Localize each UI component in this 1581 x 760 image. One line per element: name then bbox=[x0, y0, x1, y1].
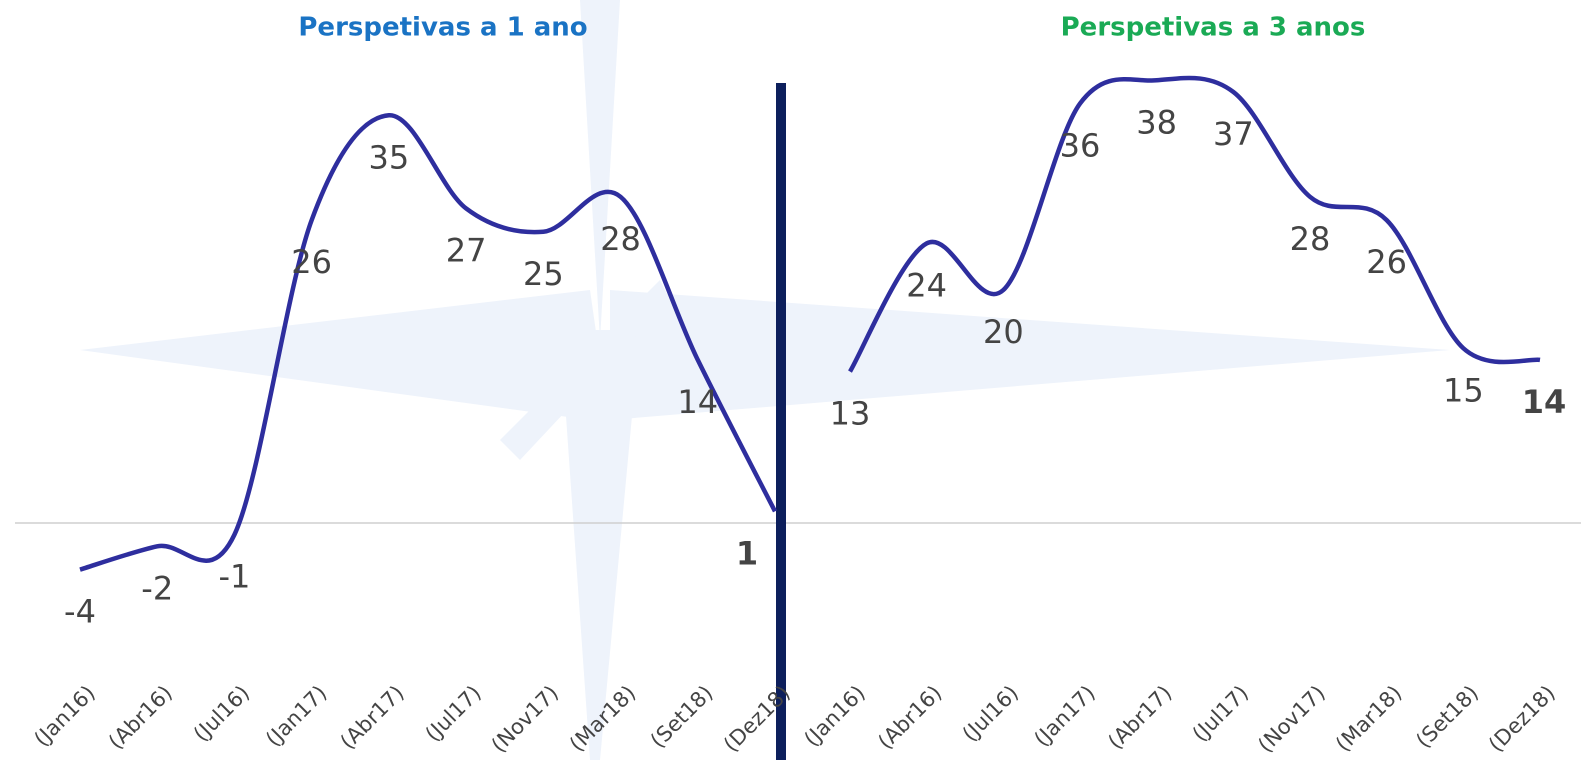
x-tick-label: (Jan16) bbox=[29, 681, 99, 751]
x-tick-label: (Jul16) bbox=[958, 681, 1023, 746]
x-tick-label: (Jul16) bbox=[189, 681, 254, 746]
line bbox=[848, 75, 1541, 373]
data-label: 36 bbox=[1060, 127, 1101, 165]
data-label: -4 bbox=[64, 593, 96, 631]
x-tick-label: (Jan16) bbox=[799, 681, 869, 751]
data-label: 14 bbox=[1522, 383, 1567, 421]
data-label: 26 bbox=[291, 243, 332, 281]
data-label: 27 bbox=[446, 231, 487, 269]
x-tick-label: (Abr16) bbox=[873, 681, 946, 754]
data-label: 1 bbox=[736, 534, 758, 572]
x-tick-label: (Jul17) bbox=[421, 681, 486, 746]
line bbox=[79, 113, 778, 572]
x-tick-label: (Nov17) bbox=[487, 681, 563, 757]
x-tick-label: (Abr17) bbox=[1103, 681, 1176, 754]
data-label: -1 bbox=[218, 558, 250, 596]
x-tick-label: (Dez18) bbox=[1484, 681, 1560, 757]
data-label: 37 bbox=[1213, 115, 1254, 153]
data-label: 25 bbox=[523, 255, 564, 293]
data-label: 14 bbox=[677, 383, 718, 421]
data-label: 15 bbox=[1443, 371, 1484, 409]
x-tick-label: (Jan17) bbox=[1029, 681, 1099, 751]
data-label: 24 bbox=[906, 266, 947, 304]
x-tick-label: (Jul17) bbox=[1188, 681, 1253, 746]
data-label: 26 bbox=[1366, 243, 1407, 281]
x-tick-label: (Mar18) bbox=[1331, 681, 1406, 756]
watermark bbox=[80, 0, 1450, 760]
x-tick-label: (Abr17) bbox=[336, 681, 409, 754]
data-label: 28 bbox=[1290, 220, 1331, 258]
data-label: 38 bbox=[1136, 103, 1177, 141]
x-tick-label: (Set18) bbox=[1411, 681, 1483, 753]
chart-title: Perspetivas a 1 ano bbox=[298, 13, 587, 43]
data-label: 13 bbox=[830, 395, 871, 433]
data-label: 35 bbox=[369, 138, 410, 176]
data-label: -2 bbox=[141, 569, 173, 607]
x-tick-label: (Abr16) bbox=[104, 681, 177, 754]
x-tick-label: (Jan17) bbox=[261, 681, 331, 751]
data-label: 20 bbox=[983, 313, 1024, 351]
x-tick-label: (Set18) bbox=[646, 681, 718, 753]
x-tick-label: (Nov17) bbox=[1253, 681, 1329, 757]
data-label: 28 bbox=[600, 220, 641, 258]
chart-title: Perspetivas a 3 anos bbox=[1061, 13, 1366, 43]
